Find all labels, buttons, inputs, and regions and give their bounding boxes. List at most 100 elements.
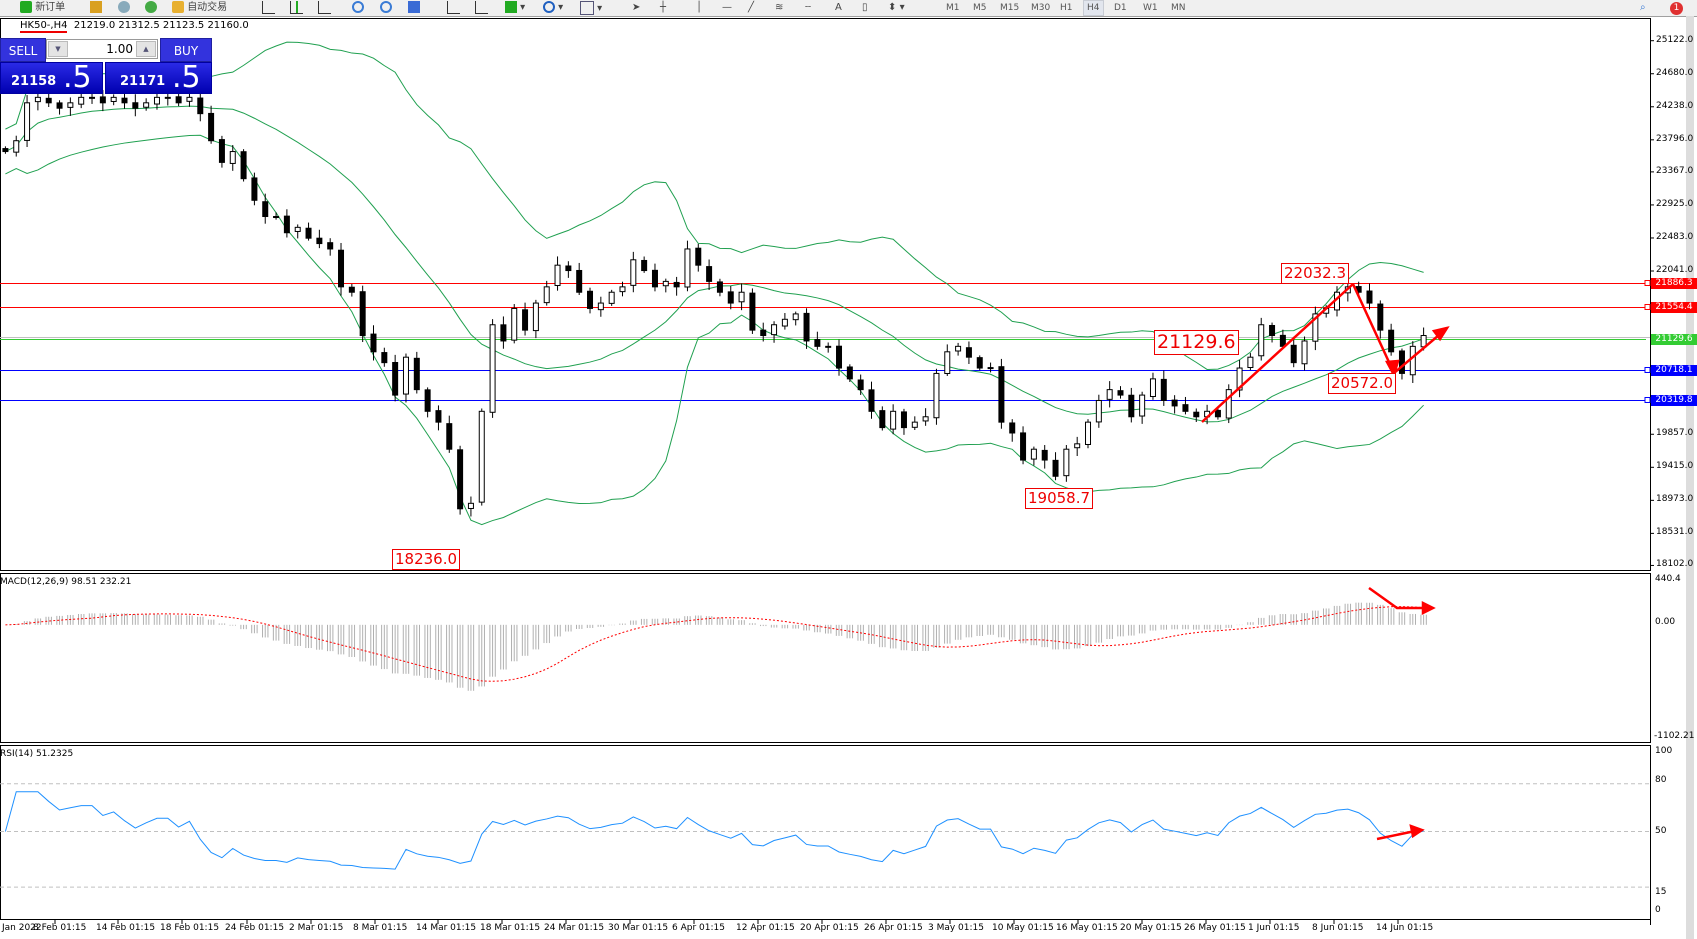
candle (1290, 336, 1297, 368)
candle-body-bull (273, 216, 280, 219)
rsi-levels (0, 783, 1650, 888)
notifications-button[interactable]: 1 (1670, 1, 1683, 15)
timeframe-m1[interactable]: M1 (946, 3, 960, 13)
candle (890, 404, 897, 435)
equidistant-channel-button[interactable]: ≋ (775, 1, 783, 15)
candle (641, 256, 648, 273)
sell-button[interactable]: SELL (0, 38, 46, 62)
macd-arrow[interactable] (1368, 586, 1431, 610)
candle-chart-button[interactable] (290, 1, 303, 15)
autoscroll-icon (447, 1, 460, 14)
candle-body-bear (218, 139, 225, 163)
timeframe-m30[interactable]: M30 (1031, 3, 1051, 13)
cursor-button[interactable]: ➤ (632, 1, 640, 15)
signals-button[interactable] (145, 1, 157, 15)
candle-body-bear (760, 329, 767, 337)
price-lines (0, 280, 1651, 403)
annotation-pullback-low[interactable]: 20572.0 (1328, 373, 1397, 394)
candle (110, 94, 117, 106)
candle (695, 243, 702, 272)
buy-button[interactable]: BUY (160, 38, 212, 62)
tile-windows-button[interactable] (408, 1, 420, 15)
buy-price-button[interactable]: 21171 .5 (105, 60, 212, 95)
candle-body-bear (348, 286, 355, 293)
periods-button[interactable]: ▾ (543, 1, 563, 15)
line-handle[interactable] (1644, 304, 1651, 310)
sell-price-button[interactable]: 21158 .5 (0, 60, 103, 95)
new-order-button[interactable]: 新订单 (20, 1, 65, 15)
candle-body-bear (208, 112, 215, 142)
candle (1225, 384, 1232, 424)
lot-increase-button[interactable]: ▲ (136, 41, 156, 57)
line-chart-button[interactable] (318, 1, 331, 15)
annotation-march-low[interactable]: 18236.0 (392, 549, 461, 570)
lot-decrease-button[interactable]: ▼ (48, 41, 68, 57)
date-axis-label: 8 Jun 01:15 (1312, 923, 1364, 933)
signal-icon (145, 1, 157, 13)
rsi-axis-15: 15 (1655, 887, 1667, 897)
line-handle[interactable] (1644, 367, 1651, 373)
timeframe-m15[interactable]: M15 (1000, 3, 1020, 13)
chart-shift-button[interactable] (475, 1, 488, 15)
auto-trading-button[interactable]: 自动交易 (172, 1, 227, 15)
trend-arrow-rebound[interactable] (1393, 329, 1446, 374)
trendline-button[interactable]: ╱ (748, 1, 754, 15)
candle (1193, 408, 1200, 422)
horizontal-line-icon: — (722, 2, 732, 13)
candle-body-bear (1377, 303, 1384, 331)
candle (45, 91, 52, 108)
text-button[interactable]: A (835, 1, 842, 15)
terminal-button[interactable] (118, 1, 130, 15)
trend-arrow-up[interactable] (1201, 283, 1354, 423)
line-handle[interactable] (1644, 397, 1651, 403)
trend-arrows[interactable] (1201, 283, 1450, 841)
date-axis-label: 12 Apr 01:15 (736, 923, 795, 933)
candle-body-bull (1085, 421, 1092, 445)
candle-body-bear (283, 215, 290, 234)
crosshair-button[interactable]: ┼ (660, 1, 666, 15)
timeframe-m5[interactable]: M5 (973, 3, 987, 13)
annotation-high[interactable]: 22032.3 (1281, 263, 1350, 284)
timeframe-h4[interactable]: H4 (1083, 0, 1104, 16)
horizontal-line-button[interactable]: — (722, 1, 732, 15)
arrows-button[interactable]: ⬍ ▾ (888, 2, 905, 13)
text-label-button[interactable]: ▯ (862, 1, 868, 15)
main-pane-frame (0, 18, 1651, 571)
timeframe-d1[interactable]: D1 (1114, 3, 1127, 13)
vertical-line-button[interactable]: │ (696, 1, 702, 15)
candle (446, 415, 453, 453)
zoom-out-button[interactable] (380, 1, 392, 15)
candle-body-bull (944, 351, 951, 374)
timeframe-w1[interactable]: W1 (1143, 3, 1158, 13)
timeframe-mn[interactable]: MN (1171, 3, 1186, 13)
arrowhead-icon (1431, 326, 1450, 342)
fibonacci-button[interactable]: ┄ (805, 1, 811, 15)
annotation-may-low[interactable]: 19058.7 (1025, 488, 1094, 509)
crosshair-icon: ┼ (660, 2, 667, 13)
annotation-current[interactable]: 21129.6 (1154, 330, 1239, 355)
add-indicator-icon (505, 1, 517, 13)
zoom-in-button[interactable] (352, 1, 364, 15)
candle (132, 94, 139, 117)
candle (1301, 336, 1308, 371)
navigator-button[interactable] (90, 1, 102, 15)
candle (316, 229, 323, 249)
indicators-button[interactable]: ▾ (505, 1, 525, 15)
candle (1009, 419, 1016, 442)
bar-chart-button[interactable] (262, 1, 275, 15)
candle-body-bull (933, 372, 940, 419)
search-button[interactable]: ⌕ (1640, 1, 1646, 15)
candle (1052, 452, 1059, 481)
date-axis-label: 14 Mar 01:15 (416, 923, 477, 933)
autoscroll-button[interactable] (447, 1, 460, 15)
line-handle[interactable] (1644, 280, 1651, 286)
candle (1139, 391, 1146, 424)
price-axis-label: 25122.0 (1656, 34, 1694, 45)
fibonacci-icon: ┄ (805, 2, 812, 13)
timeframe-h1[interactable]: H1 (1060, 3, 1073, 13)
lot-size-field[interactable]: ▼ 1.00 ▲ (46, 39, 158, 59)
templates-button[interactable]: ▾ (580, 1, 602, 15)
trend-arrow-down[interactable] (1351, 283, 1396, 374)
candle-body-bull (1149, 378, 1156, 398)
